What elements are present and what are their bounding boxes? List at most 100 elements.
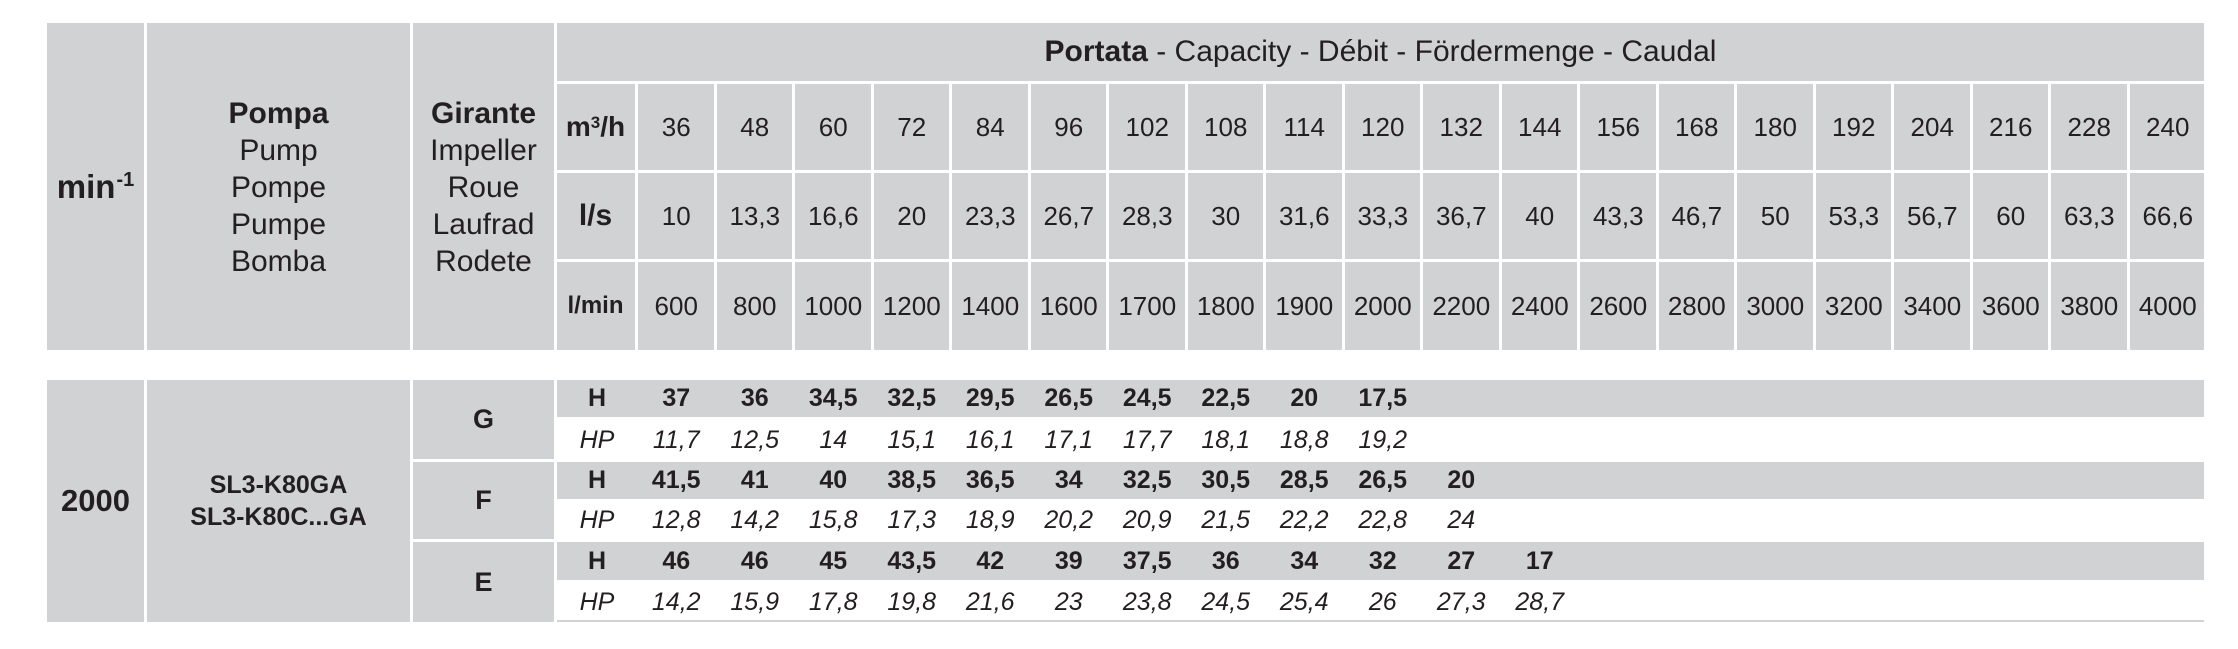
- rpm-label: min: [56, 167, 116, 205]
- header-column-divider: [1420, 84, 1423, 350]
- capacity-ls-value: 26,7: [1043, 200, 1095, 231]
- h-row-band: [557, 542, 2204, 580]
- capacity-m3h-value: 240: [2146, 111, 2190, 142]
- header-column-divider: [2048, 84, 2051, 350]
- impeller-name: F: [475, 485, 492, 515]
- power-value: 18,1: [1201, 425, 1251, 454]
- head-value: 27: [1447, 546, 1476, 575]
- capacity-ls-value: 56,7: [1906, 200, 1958, 231]
- head-value: 20: [1290, 384, 1319, 412]
- head-value: 37: [662, 384, 691, 412]
- power-value: 21,6: [965, 588, 1015, 616]
- head-value: 30,5: [1201, 466, 1251, 494]
- capacity-lmin-value: 2000: [1353, 290, 1412, 321]
- power-value: 18,9: [965, 506, 1015, 534]
- capacity-ls-value: 66,6: [2142, 200, 2194, 231]
- capacity-lmin-value: 3800: [2060, 290, 2119, 321]
- unit-m3h-base: m: [565, 111, 591, 142]
- power-value: 14,2: [730, 506, 780, 534]
- capacity-lmin-value: 4000: [2138, 290, 2197, 321]
- capacity-lmin-value: 3400: [1903, 290, 1962, 321]
- unit-lmin: l/min: [557, 262, 634, 350]
- rpm-header: min -1: [47, 23, 144, 350]
- power-value: 14: [819, 425, 848, 454]
- head-value: 17: [1525, 546, 1554, 575]
- capacity-m3h-value: 72: [897, 111, 927, 142]
- header-column-divider: [792, 84, 795, 350]
- power-value: 17,1: [1044, 425, 1094, 454]
- pump-label-en: Pump: [239, 134, 318, 167]
- capacity-m3h-value: 102: [1125, 111, 1169, 142]
- power-value: 23,8: [1122, 588, 1172, 616]
- h-row-band: [557, 462, 2204, 499]
- power-value: 17,8: [808, 588, 858, 616]
- header-column-divider: [1812, 84, 1816, 350]
- capacity-ls-value: 13,3: [729, 200, 781, 231]
- power-value: 26: [1368, 588, 1397, 616]
- impeller-cell-f: F: [413, 462, 554, 539]
- head-value: 28,5: [1279, 466, 1329, 494]
- header-column-divider: [1655, 84, 1659, 350]
- capacity-ls-value: 60: [1996, 200, 2026, 231]
- capacity-ls-value: 28,3: [1121, 200, 1173, 231]
- capacity-ls-value: 53,3: [1828, 200, 1880, 231]
- capacity-m3h-value: 48: [740, 111, 770, 142]
- capacity-ls-value: 16,6: [807, 200, 859, 231]
- head-row-label: H: [587, 466, 607, 494]
- header-column-divider: [1891, 84, 1894, 350]
- capacity-ls-value: 46,7: [1671, 200, 1723, 231]
- head-value: 46: [740, 546, 769, 575]
- head-value: 20: [1447, 466, 1476, 494]
- capacity-lmin-value: 3200: [1824, 290, 1883, 321]
- unit-ls-label: l/s: [578, 199, 613, 232]
- header-divider: [144, 23, 147, 350]
- model-cell: SL3-K80GA SL3-K80C...GA: [147, 380, 410, 622]
- capacity-m3h-value: 60: [818, 111, 848, 142]
- header-column-divider: [1734, 84, 1737, 350]
- head-value: 36: [1211, 546, 1240, 575]
- head-value: 17,5: [1358, 384, 1408, 412]
- capacity-ls-value: 36,7: [1435, 200, 1487, 231]
- capacity-ls-value: 30: [1211, 200, 1241, 231]
- capacity-ls-value: 10: [661, 200, 691, 231]
- capacity-lmin-value: 3000: [1746, 290, 1805, 321]
- unit-lmin-label: l/min: [567, 292, 624, 319]
- h-row-band: [557, 380, 2204, 417]
- capacity-m3h-value: 180: [1753, 111, 1797, 142]
- power-value: 15,8: [808, 506, 858, 534]
- header-column-divider: [1263, 84, 1266, 350]
- head-value: 26,5: [1358, 466, 1408, 494]
- header-column-divider: [635, 84, 638, 350]
- pump-label-de: Pumpe: [230, 208, 327, 241]
- capacity-lmin-value: 600: [654, 290, 698, 321]
- capacity-lmin-value: 1600: [1039, 290, 1098, 321]
- power-value: 15,1: [887, 425, 937, 454]
- head-value: 29,5: [965, 384, 1015, 412]
- capacity-m3h-value: 156: [1596, 111, 1640, 142]
- capacity-title-bold: Portata: [1044, 35, 1148, 68]
- head-value: 41: [740, 466, 769, 494]
- table-bottom-rule: [557, 620, 2204, 622]
- model-name: SL3-K80GA: [209, 471, 348, 499]
- header-column-divider: [1027, 84, 1031, 350]
- capacity-m3h-value: 168: [1675, 111, 1719, 142]
- header-column-divider: [1106, 84, 1109, 350]
- capacity-m3h-value: 108: [1204, 111, 1248, 142]
- capacity-ls-value: 33,3: [1357, 200, 1409, 231]
- header-column-divider: [1498, 84, 1502, 350]
- capacity-m3h-value: 144: [1518, 111, 1562, 142]
- capacity-ls-value: 23,3: [964, 200, 1016, 231]
- capacity-m3h-value: 192: [1832, 111, 1876, 142]
- impeller-label-fr: Roue: [447, 171, 520, 204]
- power-value: 18,8: [1279, 425, 1329, 454]
- head-value: 32: [1368, 546, 1397, 575]
- capacity-lmin-value: 2400: [1510, 290, 1569, 321]
- head-row-label: H: [587, 546, 607, 575]
- pump-label-fr: Pompe: [230, 171, 327, 204]
- capacity-title: Portata - Capacity - Débit - Fördermenge…: [557, 23, 2204, 81]
- unit-m3h-sup: 3: [590, 113, 601, 132]
- power-row-label: HP: [579, 588, 615, 616]
- power-value: 19,2: [1358, 425, 1408, 454]
- power-value: 12,5: [730, 425, 780, 454]
- header-column-divider: [1969, 84, 1973, 350]
